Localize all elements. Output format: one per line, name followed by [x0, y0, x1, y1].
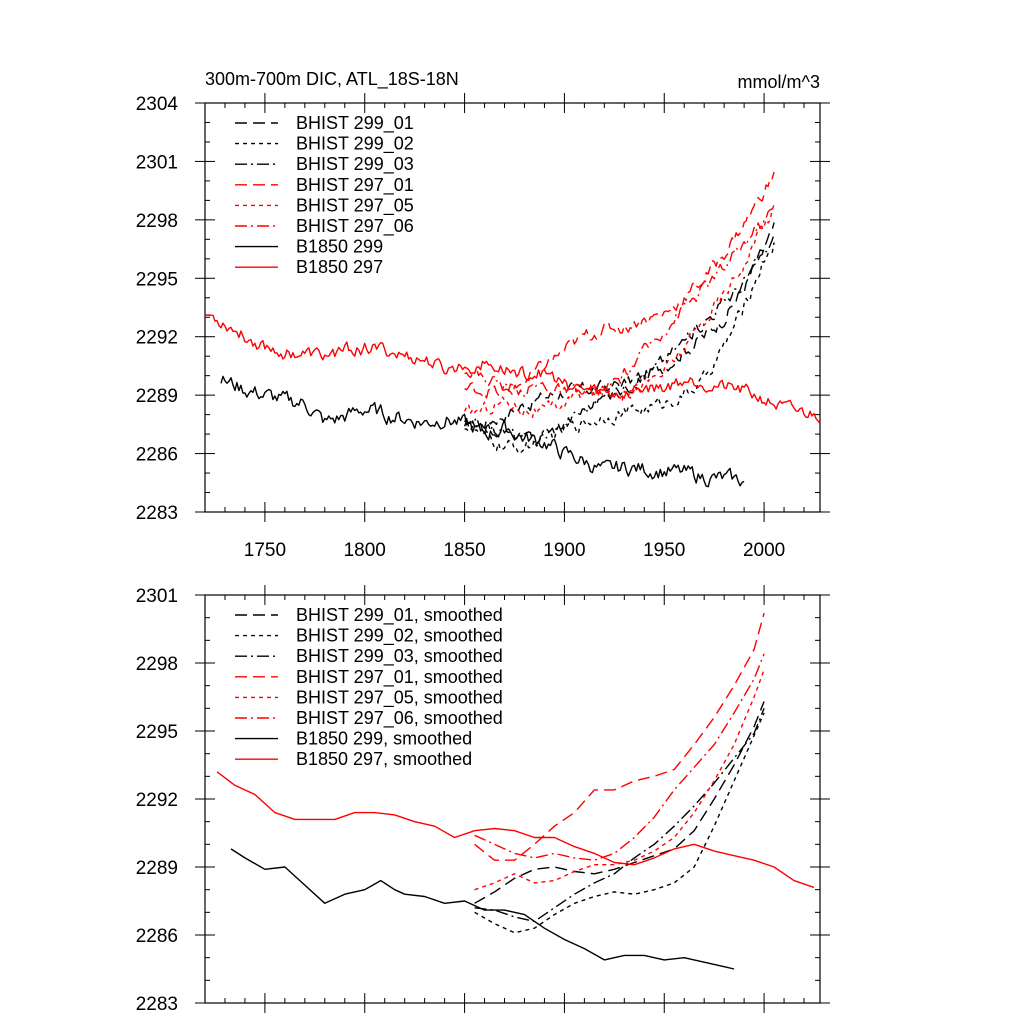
y-tick-label: 2298 — [136, 211, 178, 232]
series-line — [464, 222, 775, 430]
x-tick-label: 1900 — [543, 540, 585, 561]
chart-title: 300m-700m DIC, ATL_18S-18N — [205, 69, 459, 90]
y-tick-label: 2298 — [136, 654, 178, 675]
series-line — [474, 669, 765, 891]
x-tick-label: 2000 — [743, 540, 785, 561]
legend-label: BHIST 299_03 — [296, 154, 414, 175]
series-line — [205, 313, 820, 424]
series-line — [464, 242, 775, 454]
chart-units: mmol/m^3 — [738, 72, 820, 92]
series-line — [464, 204, 775, 398]
y-tick-label: 2283 — [136, 503, 178, 524]
x-tick-label: 1950 — [643, 540, 685, 561]
series-line — [230, 848, 735, 970]
y-tick-label: 2286 — [136, 926, 178, 947]
y-tick-label: 2292 — [136, 328, 178, 349]
legend-label: BHIST 297_06, smoothed — [296, 708, 503, 729]
series-line — [474, 712, 765, 934]
y-tick-label: 2304 — [136, 94, 179, 115]
series-line — [474, 612, 765, 861]
legend-label: BHIST 297_06 — [296, 216, 414, 237]
series-line — [474, 701, 765, 904]
bottom-panel: 2283 2286 2289 2292 2295 2298 2301 BHIST 299_01… — [136, 585, 830, 1015]
legend-label: BHIST 297_01, smoothed — [296, 667, 503, 688]
top-panel: 1750 1800 1850 1900 1950 2000 2283 2286 2289 2292… — [136, 93, 830, 561]
legend-label: BHIST 299_02 — [296, 134, 414, 155]
series-line — [464, 171, 775, 399]
series-line — [474, 653, 765, 861]
series-line — [463, 204, 775, 418]
legend-label: BHIST 297_05, smoothed — [296, 687, 503, 708]
x-tick-label: 1750 — [244, 540, 286, 561]
legend-label: B1850 299 — [296, 237, 383, 257]
legend-label: B1850 297, smoothed — [296, 749, 472, 769]
y-tick-label: 2283 — [136, 994, 178, 1015]
y-tick-label: 2295 — [136, 722, 178, 743]
y-tick-label: 2289 — [136, 858, 178, 879]
legend-label: BHIST 297_01 — [296, 175, 414, 196]
y-tick-label: 2286 — [136, 445, 178, 466]
y-tick-label: 2292 — [136, 790, 178, 811]
series-line — [220, 375, 745, 488]
y-tick-label: 2295 — [136, 269, 178, 290]
y-tick-label: 2301 — [136, 152, 178, 173]
legend-label: BHIST 297_05 — [296, 195, 414, 216]
legend-label: BHIST 299_02, smoothed — [296, 626, 503, 647]
legend-label: B1850 297 — [296, 257, 383, 277]
x-tick-label: 1800 — [344, 540, 386, 561]
legend-label: B1850 299, smoothed — [296, 729, 472, 749]
plot-frame — [204, 102, 821, 513]
legend-label: BHIST 299_01 — [296, 113, 414, 134]
x-tick-label: 1850 — [443, 540, 485, 561]
y-tick-label: 2301 — [136, 586, 178, 607]
legend-label: BHIST 299_03, smoothed — [296, 646, 503, 667]
series-line — [216, 771, 815, 889]
legend-label: BHIST 299_01, smoothed — [296, 605, 503, 626]
y-tick-label: 2289 — [136, 386, 178, 407]
series-line — [474, 708, 765, 923]
